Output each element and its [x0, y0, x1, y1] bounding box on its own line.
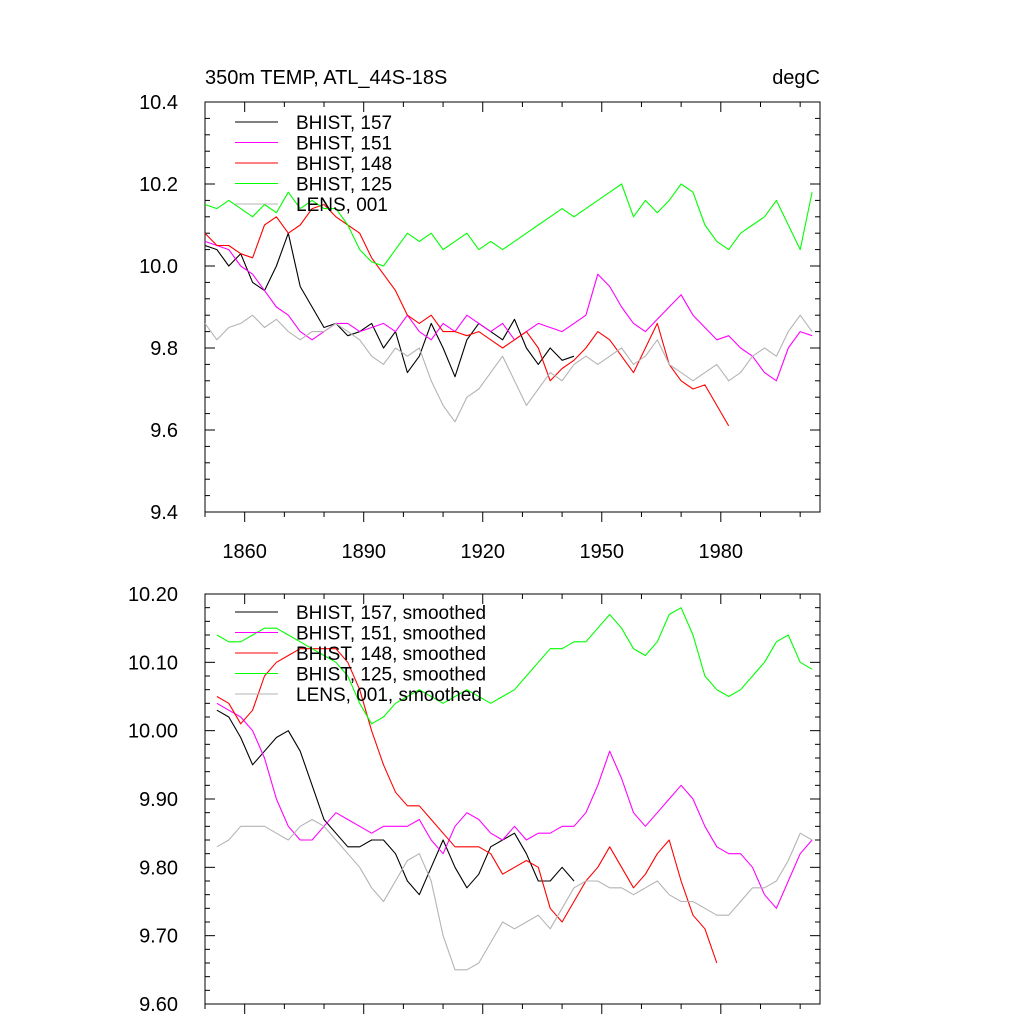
legend-entry: BHIST, 157	[296, 113, 392, 134]
x-tick-label: 1920	[460, 541, 505, 563]
series-line-bhist-125-smoothed	[216, 607, 813, 725]
plot-frame	[204, 101, 821, 513]
x-tick-label: 1950	[580, 541, 625, 563]
series-line-bhist-157	[204, 232, 575, 378]
y-tick-label: 9.90	[139, 789, 178, 811]
legend-entry: LENS, 001	[296, 195, 388, 216]
y-tick-label: 9.6	[150, 420, 178, 442]
y-tick-label: 10.2	[139, 174, 178, 196]
series-line-lens-001-smoothed	[216, 818, 813, 971]
y-tick-label: 10.4	[139, 92, 178, 114]
y-tick-label: 9.80	[139, 857, 178, 879]
chart-panel-top: 350m TEMP, ATL_44S-18S degC 9.4 9.6 9.8 10.…	[139, 67, 821, 563]
y-tick-label: 10.0	[139, 256, 178, 278]
chart-title: 350m TEMP, ATL_44S-18S	[205, 67, 447, 89]
legend-entry: LENS, 001, smoothed	[296, 685, 482, 706]
units-label: degC	[772, 67, 820, 89]
legend-entry: BHIST, 125	[296, 175, 392, 196]
legend-entry: BHIST, 148	[296, 154, 392, 175]
series-line-bhist-125	[204, 183, 813, 267]
chart-panel-bottom: 9.60 9.70 9.80 9.90 10.00 10.10 10.20 BHIST, 15…	[128, 584, 821, 1016]
y-tick-label: 9.4	[150, 502, 178, 524]
y-tick-label: 10.00	[128, 721, 178, 743]
legend-entry: BHIST, 125, smoothed	[296, 665, 486, 686]
series-line-bhist-157-smoothed	[216, 709, 575, 896]
x-tick-label: 1890	[341, 541, 386, 563]
series-line-bhist-148-smoothed	[216, 648, 718, 964]
series-line-lens-001	[204, 314, 813, 423]
x-tick-label: 1860	[222, 541, 267, 563]
y-tick-label: 9.70	[139, 926, 178, 948]
series-line-bhist-151-smoothed	[216, 702, 813, 909]
y-tick-label: 9.8	[150, 338, 178, 360]
y-tick-label: 10.20	[128, 584, 178, 606]
series-line-bhist-151	[204, 240, 813, 382]
y-tick-label: 10.10	[128, 652, 178, 674]
legend-entry: BHIST, 151, smoothed	[296, 624, 486, 645]
legend-entry: BHIST, 151	[296, 134, 392, 155]
series-line-bhist-148	[204, 203, 730, 427]
y-tick-label: 9.60	[139, 994, 178, 1016]
legend-entry: BHIST, 148, smoothed	[296, 644, 486, 665]
x-tick-label: 1980	[699, 541, 744, 563]
legend-entry: BHIST, 157, smoothed	[296, 603, 486, 624]
